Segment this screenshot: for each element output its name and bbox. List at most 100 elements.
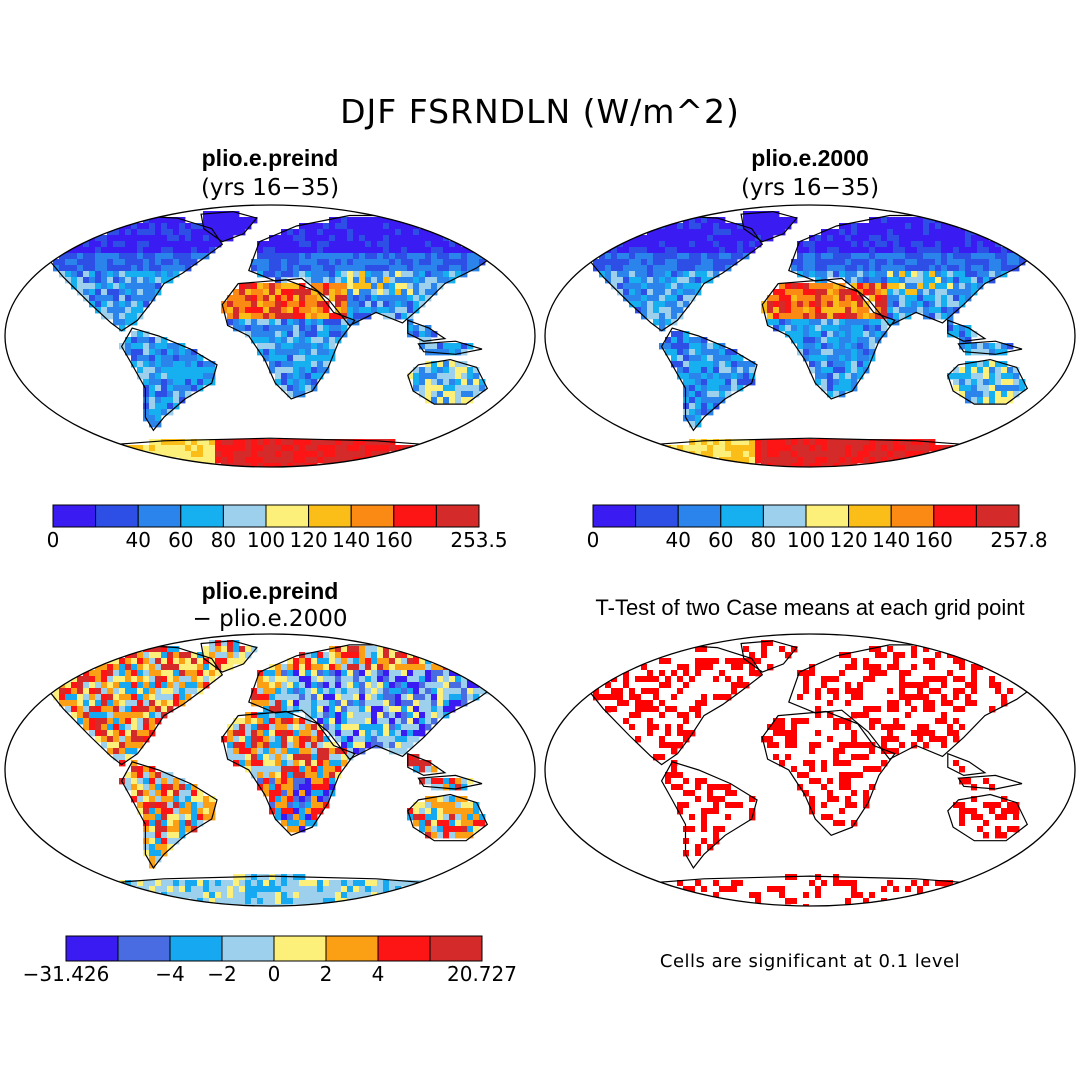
coastline-southeast-asia [407,752,447,777]
coastline-greenland [200,210,258,243]
colorbar-box [221,935,275,962]
coastline-australia [947,793,1029,842]
colorbar-box [65,935,119,962]
panel-subtitle-top-right: (yrs 16−35) [740,175,880,201]
coastline-indonesia [957,774,1023,790]
coastline-indonesia [417,340,483,355]
colorbar-box [222,504,267,528]
colorbar-box [265,504,310,528]
colorbar-box [180,504,224,528]
map-bottom-right [545,640,1075,906]
colorbar-tick-label: 100 [787,528,825,552]
colorbar-tick-label: 80 [751,528,776,552]
coastline-south-america [660,327,758,432]
map-top-left-border [4,204,536,468]
map-bottom-left-border [4,633,536,907]
colorbar-tick-label: 120 [830,528,868,552]
colorbar-box [762,504,807,528]
colorbar-box [308,504,352,528]
colorbar-top-right: 0 40 60 80 100 120 140 160 257.8 [587,504,1048,552]
panel-subtitle-bottom-left: − plio.e.2000 [192,606,348,632]
map-top-right [545,210,1075,467]
coastline-southeast-asia [947,752,987,777]
colorbar-tick-label: 0 [47,528,60,552]
colorbar-box [592,504,637,528]
colorbar-tick-label: 160 [915,528,953,552]
coastline-south-america [660,761,758,869]
coastline-eurasia [788,644,1045,760]
panel-title-top-left: plio.e.preind [201,145,339,171]
coastline-africa [221,279,356,400]
colorbar-tick-label: 0 [268,962,281,986]
colorbar-box [95,504,139,528]
coastline-greenland [200,640,258,673]
colorbar-tick-label: −4 [155,962,184,986]
map-top-left [5,210,535,467]
colorbar-box [890,504,935,528]
colorbar-box [393,504,437,528]
coastline-australia [407,358,489,405]
colorbar-box [720,504,764,528]
coastline-north-america [24,214,224,332]
coastline-australia [407,793,489,842]
colorbar-tick-label: 253.5 [450,528,507,552]
colorbar-tick-label: 80 [211,528,236,552]
colorbar-box [273,935,327,962]
colorbar-box [435,504,480,528]
colorbar-tick-label: 40 [125,528,150,552]
coastline-southeast-asia [947,319,987,342]
colorbar-box [848,504,892,528]
colorbar-tick-label: 2 [320,962,333,986]
colorbar-box [933,504,977,528]
colorbar-tick-label: 140 [332,528,370,552]
colorbar-tick-label: 0 [587,528,600,552]
coastline-indonesia [417,774,483,790]
coastline-greenland [740,640,798,673]
colorbar-tick-label: −31.426 [23,962,110,986]
panel-subtitle-top-left: (yrs 16−35) [200,175,340,201]
coastline-eurasia [248,644,505,760]
colorbar-tick-label: 257.8 [990,528,1047,552]
colorbar-box [677,504,722,528]
coastline-eurasia [788,214,1045,327]
coastline-southeast-asia [407,319,447,342]
coastline-south-america [120,761,218,869]
colorbar-box [429,935,483,962]
map-bottom-left [5,640,535,906]
coastline-north-america [24,644,224,766]
coastline-greenland [740,210,798,243]
colorbar-tick-label: 120 [290,528,328,552]
colorbar-top-left: 0 40 60 80 100 120 140 160 253.5 [47,504,508,552]
coastline-africa [761,279,896,400]
colorbar-box [350,504,395,528]
coastline-indonesia [957,340,1023,355]
colorbar-tick-label: 20.727 [447,962,517,986]
significance-note: Cells are significant at 0.1 level [659,951,961,972]
colorbar-tick-label: 40 [665,528,690,552]
coastline-africa [761,710,896,837]
colorbar-bottom-left: −31.426 −4 −2 0 2 4 20.727 [23,935,517,986]
coastline-australia [947,358,1029,405]
colorbar-tick-label: 140 [872,528,910,552]
figure-title: DJF FSRNDLN (W/m^2) [340,92,740,131]
coastline-south-america [120,327,218,432]
map-top-right-border [544,204,1076,468]
colorbar-box [169,935,223,962]
panel-title-bottom-right: T-Test of two Case means at each grid po… [595,595,1025,620]
colorbar-box [137,504,182,528]
colorbar-box [52,504,97,528]
colorbar-tick-label: 4 [372,962,385,986]
colorbar-box [325,935,379,962]
panel-title-bottom-left: plio.e.preind [201,578,339,604]
colorbar-box [377,935,431,962]
colorbar-tick-label: 60 [168,528,193,552]
colorbar-box [635,504,679,528]
coastline-eurasia [248,214,505,327]
coastline-africa [221,710,356,837]
colorbar-tick-label: 100 [247,528,285,552]
colorbar-tick-label: −2 [207,962,236,986]
panel-title-top-right: plio.e.2000 [751,145,869,171]
coastline-north-america [564,214,764,332]
colorbar-box [975,504,1020,528]
